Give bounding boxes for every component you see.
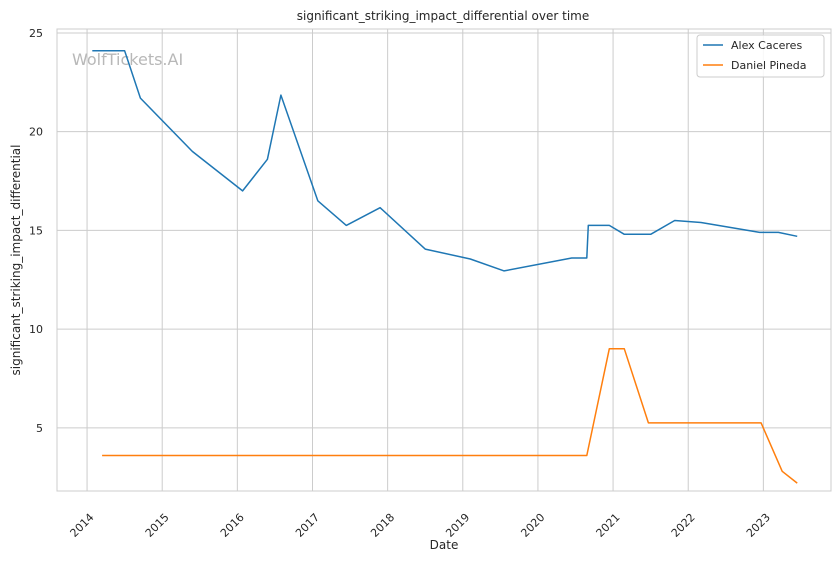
x-tick-label: 2021 [594, 511, 623, 540]
grid [57, 29, 831, 491]
x-tick-label: 2023 [744, 511, 773, 540]
x-tick-label: 2017 [293, 511, 322, 540]
series-group [92, 49, 798, 484]
legend-label: Daniel Pineda [731, 59, 806, 72]
x-tick-label: 2016 [218, 511, 247, 540]
series-line-alex-caceres [92, 49, 798, 272]
x-tick-label: 2018 [368, 511, 397, 540]
x-tick-label: 2014 [68, 511, 97, 540]
y-tick-label: 15 [29, 224, 43, 237]
x-tick-label: 2022 [669, 511, 698, 540]
x-axis-title: Date [430, 538, 459, 552]
x-tick-label: 2019 [443, 511, 472, 540]
x-tick-label: 2020 [518, 511, 547, 540]
legend-box [696, 34, 825, 78]
x-tick-label: 2015 [143, 511, 172, 540]
y-tick-label: 5 [36, 422, 43, 435]
legend-label: Alex Caceres [731, 39, 802, 52]
series-line-daniel-pineda [102, 348, 798, 484]
chart-title: significant_striking_impact_differential… [297, 9, 589, 23]
y-tick-label: 25 [29, 27, 43, 40]
plot-area [56, 28, 832, 492]
y-axis-title: significant_striking_impact_differential [9, 145, 23, 376]
y-tick-label: 20 [29, 126, 43, 139]
y-axis-ticks: 5 10 15 20 25 [29, 27, 43, 435]
y-tick-label: 10 [29, 323, 43, 336]
legend: Alex Caceres Daniel Pineda [696, 34, 825, 78]
x-axis-ticks: 2014 2015 2016 2017 2018 2019 2020 2021 2022 2023 [68, 511, 773, 540]
